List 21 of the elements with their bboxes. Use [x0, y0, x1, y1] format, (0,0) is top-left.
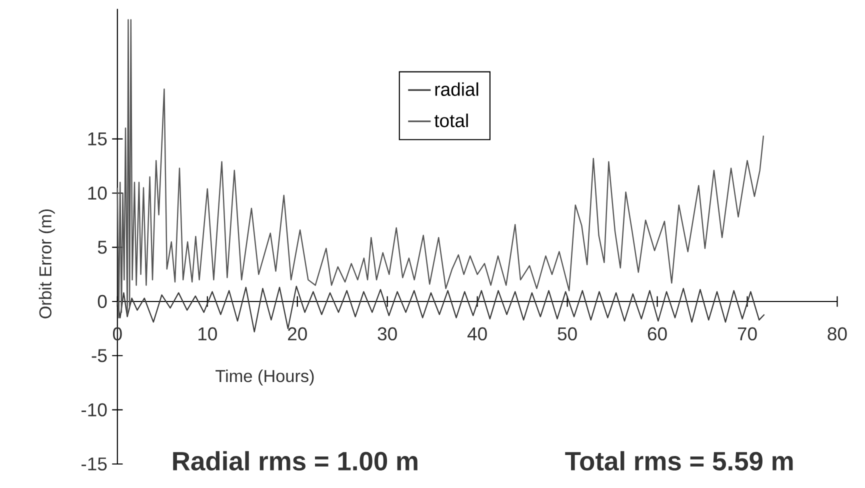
x-tick-label: 70	[738, 327, 757, 341]
y-axis-title: Orbit Error (m)	[38, 210, 55, 318]
x-tick-label: 10	[198, 327, 217, 341]
y-tick-label: -5	[92, 349, 107, 362]
y-tick-label: 0	[98, 295, 107, 308]
y-tick-label: -15	[82, 458, 107, 471]
annotation: Total rms = 5.59 m	[565, 451, 793, 471]
y-tick-label: 5	[98, 240, 107, 254]
x-tick-label: 60	[648, 327, 667, 341]
annotation: Radial rms = 1.00 m	[173, 451, 418, 471]
x-tick-label: 50	[558, 327, 577, 341]
x-tick-label: 20	[288, 327, 307, 341]
y-tick-label: 10	[88, 186, 107, 200]
x-tick-label: 40	[467, 327, 487, 341]
legend-label: radial	[435, 82, 478, 96]
x-axis-title: Time (Hours)	[216, 370, 314, 386]
legend-label: total	[434, 114, 468, 128]
y-tick-label: 15	[88, 132, 107, 146]
x-tick-label: 80	[828, 327, 847, 341]
y-tick-label: -10	[82, 403, 107, 416]
x-tick-label: 30	[378, 327, 397, 341]
